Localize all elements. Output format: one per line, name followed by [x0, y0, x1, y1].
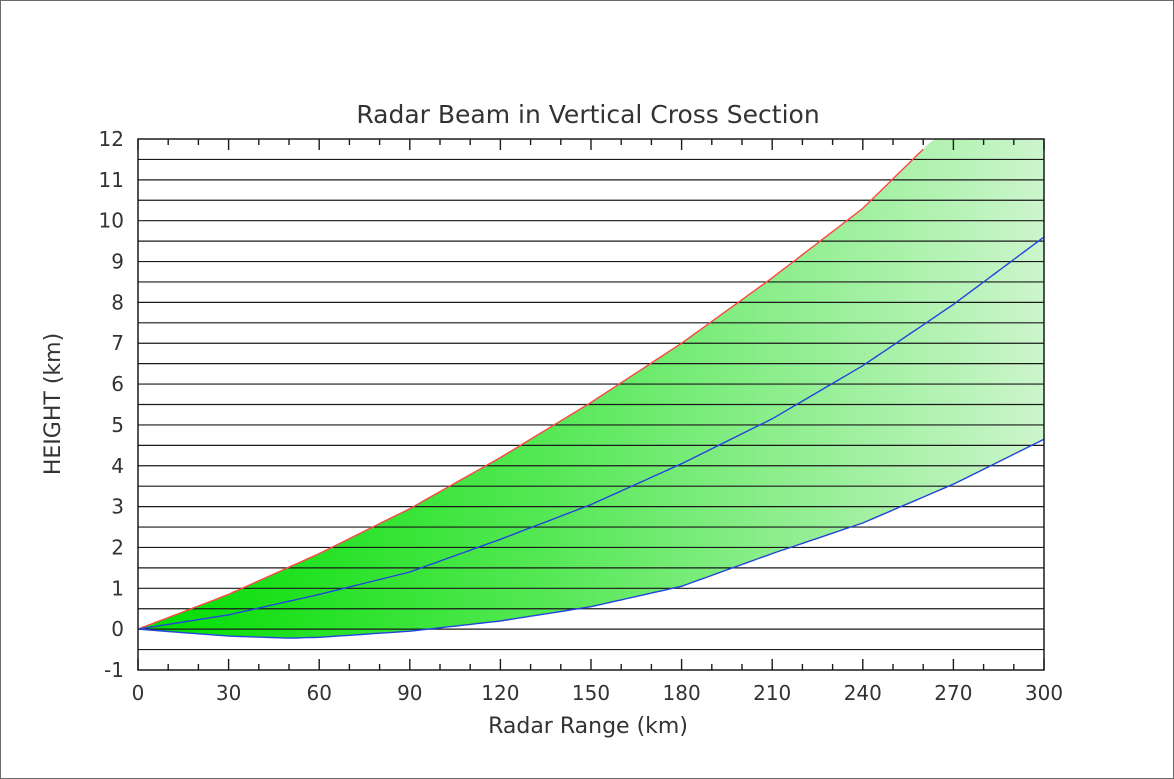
beam-fill-layer	[138, 139, 1044, 639]
x-tick-label: 240	[844, 681, 882, 705]
y-tick-label: 4	[111, 454, 124, 478]
y-tick-label: 5	[111, 413, 124, 437]
y-tick-label: 7	[111, 331, 124, 355]
x-tick-label: 300	[1025, 681, 1063, 705]
y-tick-label: 10	[99, 209, 124, 233]
series-beam-center	[137, 236, 1045, 630]
y-tick-label: 11	[99, 168, 124, 192]
x-axis-label: Radar Range (km)	[488, 714, 688, 739]
y-tick-label: 12	[99, 127, 124, 151]
x-tick-label: 30	[216, 681, 241, 705]
tick-labels: 0 30 60 90 120 150 180 210 240 270 300-10123456789…	[99, 127, 1064, 705]
y-axis-label: HEIGHT (km)	[41, 333, 66, 475]
beam-fill-area	[138, 139, 1044, 639]
x-tick-label: 180	[663, 681, 701, 705]
x-tick-label: 150	[572, 681, 610, 705]
y-tick-label: 8	[111, 290, 124, 314]
x-tick-label: 120	[481, 681, 519, 705]
y-tick-label: 3	[111, 495, 124, 519]
axes	[137, 138, 1045, 671]
x-tick-label: 90	[397, 681, 422, 705]
x-tick-label: 0	[132, 681, 145, 705]
y-tick-label: 2	[111, 535, 124, 559]
series-beam-bottom	[137, 438, 1045, 639]
y-tick-label: 9	[111, 250, 124, 274]
series-lines	[137, 148, 1045, 639]
x-tick-label: 210	[753, 681, 791, 705]
series-beam-top	[137, 148, 924, 630]
y-tick-label: -1	[104, 658, 124, 682]
x-tick-label: 270	[934, 681, 972, 705]
x-tick-label: 60	[306, 681, 331, 705]
y-tick-label: 1	[111, 576, 124, 600]
chart-title: Radar Beam in Vertical Cross Section	[356, 100, 819, 129]
grid-layer	[138, 158, 1044, 651]
y-tick-label: 0	[111, 617, 124, 641]
y-tick-label: 6	[111, 372, 124, 396]
